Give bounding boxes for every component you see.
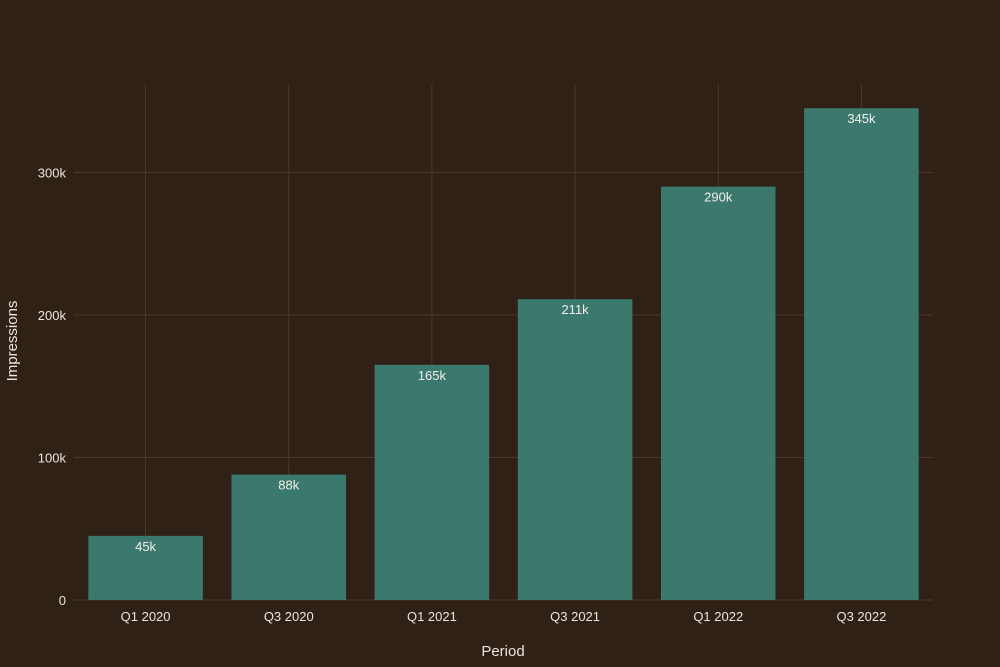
bar: [88, 535, 203, 600]
x-tick-label: Q1 2021: [407, 609, 457, 624]
bar: [804, 108, 919, 600]
x-tick-label: Q3 2021: [550, 609, 600, 624]
y-axis-title: Impressions: [4, 301, 21, 382]
y-axis-ticks: 0 100k 200k 300k: [38, 165, 67, 608]
bar-value-label: 290k: [704, 190, 733, 205]
x-tick-label: Q1 2020: [121, 609, 171, 624]
y-tick-label: 0: [59, 593, 66, 608]
bar-value-label: 345k: [847, 111, 876, 126]
bar: [231, 474, 347, 600]
x-tick-label: Q1 2022: [693, 609, 743, 624]
bar-value-label: 165k: [418, 368, 447, 383]
bar-value-label: 45k: [135, 539, 156, 554]
y-tick-label: 100k: [38, 450, 67, 465]
y-tick-label: 200k: [38, 308, 67, 323]
bars: [88, 108, 919, 601]
x-tick-label: Q3 2022: [836, 609, 886, 624]
bar-value-label: 211k: [561, 302, 589, 317]
bar: [517, 299, 633, 600]
x-tick-label: Q3 2020: [264, 609, 314, 624]
data-labels: 45k 88k 165k 211k 290k 345k: [135, 111, 876, 554]
x-axis-ticks: Q1 2020 Q3 2020 Q1 2021 Q3 2021 Q1 2022 Q3 20…: [121, 609, 887, 624]
bar-value-label: 88k: [278, 478, 299, 493]
y-tick-label: 300k: [38, 165, 67, 180]
bar: [660, 186, 776, 601]
bar: [374, 364, 490, 600]
x-axis-title: Period: [481, 643, 524, 660]
